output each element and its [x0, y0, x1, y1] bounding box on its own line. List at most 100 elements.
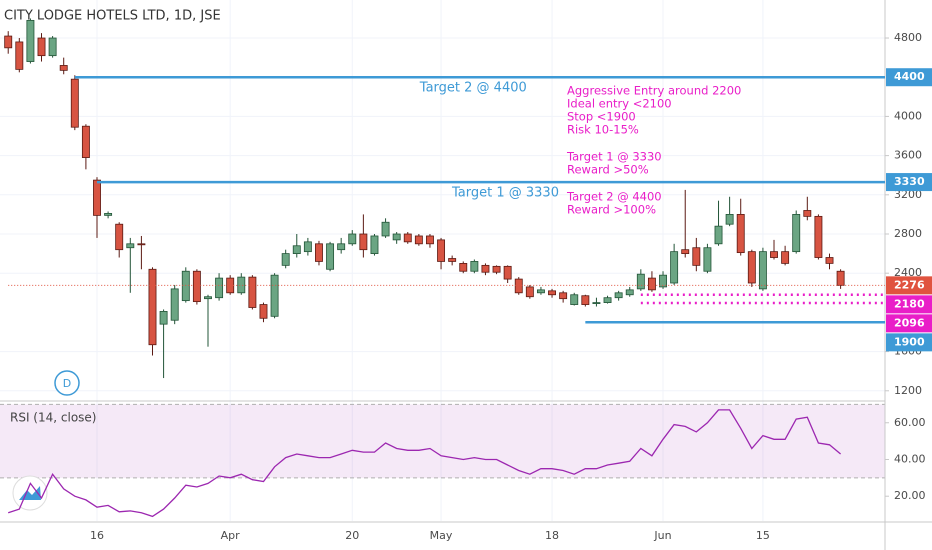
candle-body	[337, 243, 346, 251]
candle-body	[437, 239, 446, 262]
price-box	[886, 314, 932, 333]
candle-body	[37, 37, 46, 57]
candle-body	[592, 302, 601, 304]
interval-badge[interactable]	[54, 370, 80, 396]
annotation-line: Risk 10-15%	[567, 123, 639, 137]
rsi-y-tick-label: 20.00	[894, 489, 926, 502]
price-box	[886, 295, 932, 314]
candle-body	[148, 268, 157, 346]
price-box-label: 3330	[894, 175, 925, 188]
candle-body	[348, 233, 357, 245]
y-tick-label: 4800	[894, 31, 922, 44]
price-box	[886, 276, 932, 295]
candle-body	[81, 125, 90, 158]
x-tick-label: 18	[545, 529, 559, 542]
candle-body	[470, 261, 479, 272]
candle-body	[370, 235, 379, 255]
candle-body	[104, 213, 113, 216]
candle-body	[115, 223, 124, 251]
candle-body	[93, 179, 101, 216]
candle-body	[70, 78, 79, 128]
logo[interactable]	[12, 475, 48, 511]
candle-body	[692, 247, 701, 266]
candle-body	[781, 251, 790, 264]
candle-body	[137, 243, 146, 246]
chart-title: CITY LODGE HOTELS LTD, 1D, JSE	[4, 9, 221, 24]
price-box-label: 2180	[894, 297, 925, 310]
rsi-band	[0, 404, 885, 478]
candle-body	[270, 274, 279, 317]
x-tick-label: Apr	[221, 529, 241, 542]
candle-body	[48, 37, 57, 57]
price-box	[886, 333, 932, 352]
candle-body	[636, 273, 645, 290]
candle-body	[359, 233, 368, 251]
candle-body	[492, 265, 501, 273]
candle-body	[426, 235, 434, 245]
candle-body	[736, 214, 745, 254]
candle-body	[170, 288, 179, 321]
annotation-line: Stop <1900	[567, 110, 636, 124]
candle-body	[814, 215, 823, 258]
candle-body	[614, 292, 623, 299]
interval-badge-text: D	[63, 377, 71, 390]
candle-body	[448, 258, 457, 262]
target-label: Target 1 @ 3330	[451, 186, 559, 201]
candle-body	[725, 214, 734, 225]
candle-body	[326, 243, 335, 270]
x-tick-label: 20	[345, 529, 359, 542]
candle-body	[536, 289, 545, 294]
candle-body	[315, 243, 323, 262]
grid	[0, 0, 885, 521]
candle-body	[625, 289, 634, 296]
candle-body	[792, 214, 801, 253]
annotation-line: Reward >50%	[567, 163, 649, 177]
candle-body	[703, 247, 712, 272]
candle-body	[192, 270, 201, 303]
y-tick-label: 4000	[894, 109, 922, 122]
candle-body	[181, 270, 190, 302]
x-tick-label: May	[430, 529, 453, 542]
candle-body	[4, 35, 13, 49]
candle-body	[204, 296, 212, 300]
candle-body	[770, 251, 778, 258]
candle-body	[548, 290, 556, 296]
candle-body	[714, 225, 723, 245]
y-tick-label: 2400	[894, 266, 922, 279]
annotation-line: Ideal entry <2100	[567, 97, 672, 111]
candle-body	[414, 235, 423, 245]
candle-body	[659, 274, 667, 288]
x-tick-label: 16	[90, 529, 104, 542]
price-box	[886, 68, 932, 87]
annotation-line: Target 2 @ 4400	[566, 190, 662, 204]
candle-body	[514, 278, 523, 294]
rsi-y-tick-label: 60.00	[894, 416, 926, 429]
rsi-label: RSI (14, close)	[10, 411, 96, 425]
rsi-line	[7, 409, 842, 518]
price-box-label: 4400	[894, 70, 925, 83]
x-tick-label: 15	[756, 529, 770, 542]
candle-body	[381, 221, 390, 237]
annotation-line: Target 1 @ 3330	[566, 150, 662, 164]
candle-body	[603, 297, 612, 303]
candle-body	[525, 286, 534, 298]
candle-body	[481, 264, 490, 273]
candle-body	[15, 41, 24, 70]
candle-body	[836, 270, 845, 286]
price-box-label: 1900	[894, 335, 925, 348]
candle-body	[159, 311, 168, 325]
candle-body	[403, 233, 412, 243]
price-box-label: 2276	[894, 278, 925, 291]
candle-body	[670, 251, 679, 284]
candle-body	[681, 249, 690, 255]
target-label: Target 2 @ 4400	[419, 81, 527, 96]
candle-body	[459, 263, 468, 272]
candle-body	[803, 210, 812, 217]
price-box-label: 2096	[894, 316, 925, 329]
candle-body	[503, 265, 512, 280]
candle-body	[237, 276, 246, 294]
candle-body	[259, 304, 268, 319]
candle-body	[559, 292, 568, 300]
plot	[4, 18, 845, 379]
